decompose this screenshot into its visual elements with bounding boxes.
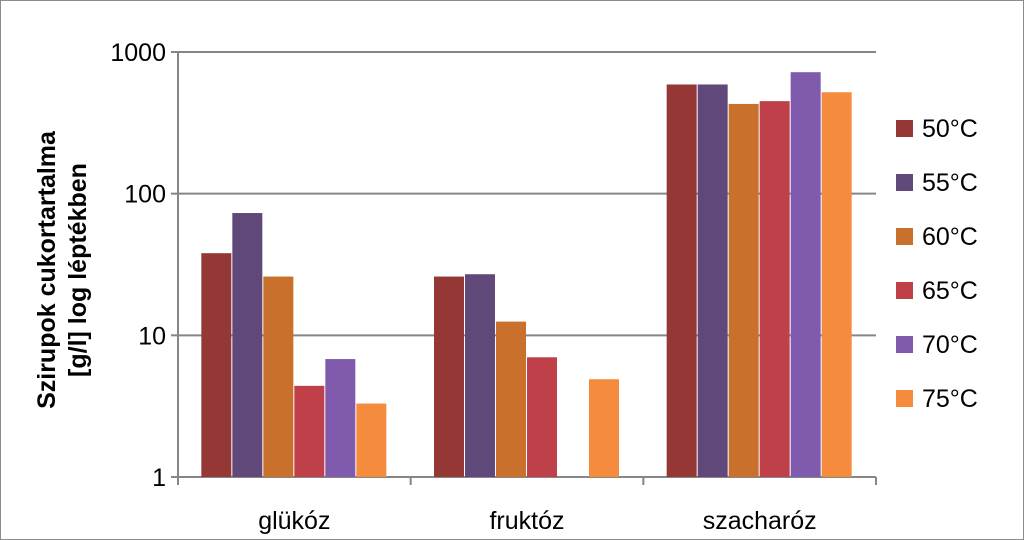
y-tick-label: 1000 — [110, 39, 166, 67]
bar — [728, 103, 759, 478]
legend-swatch — [896, 228, 913, 245]
bar — [201, 253, 232, 477]
legend-label: 60°C — [922, 223, 978, 251]
bar — [697, 84, 728, 477]
legend-swatch — [896, 174, 913, 191]
legend-label: 70°C — [922, 331, 978, 359]
bar — [465, 274, 495, 477]
bar — [434, 276, 464, 477]
legend-label: 50°C — [922, 115, 978, 143]
bar — [356, 403, 387, 477]
y-tick-label: 1 — [152, 464, 166, 492]
legend-label: 55°C — [922, 169, 978, 197]
bar — [496, 321, 526, 477]
legend-swatch — [896, 390, 913, 407]
legend-label: 65°C — [922, 277, 978, 305]
bar — [759, 101, 790, 477]
bar — [263, 276, 294, 477]
y-tick-label: 10 — [138, 322, 166, 350]
legend-label: 75°C — [922, 385, 978, 413]
bar — [232, 213, 263, 477]
y-tick-label: 100 — [124, 181, 166, 209]
bar — [527, 357, 557, 477]
bar — [666, 84, 697, 477]
x-tick-label: fruktóz — [489, 507, 564, 535]
bar — [790, 72, 821, 477]
legend-swatch — [896, 120, 913, 137]
legend-swatch — [896, 336, 913, 353]
bar — [325, 359, 356, 477]
legend-swatch — [896, 282, 913, 299]
x-tick-label: glükóz — [258, 507, 330, 535]
bar — [821, 92, 852, 478]
bar — [589, 379, 619, 477]
x-tick-label: szacharóz — [703, 507, 817, 535]
bar — [294, 385, 325, 477]
